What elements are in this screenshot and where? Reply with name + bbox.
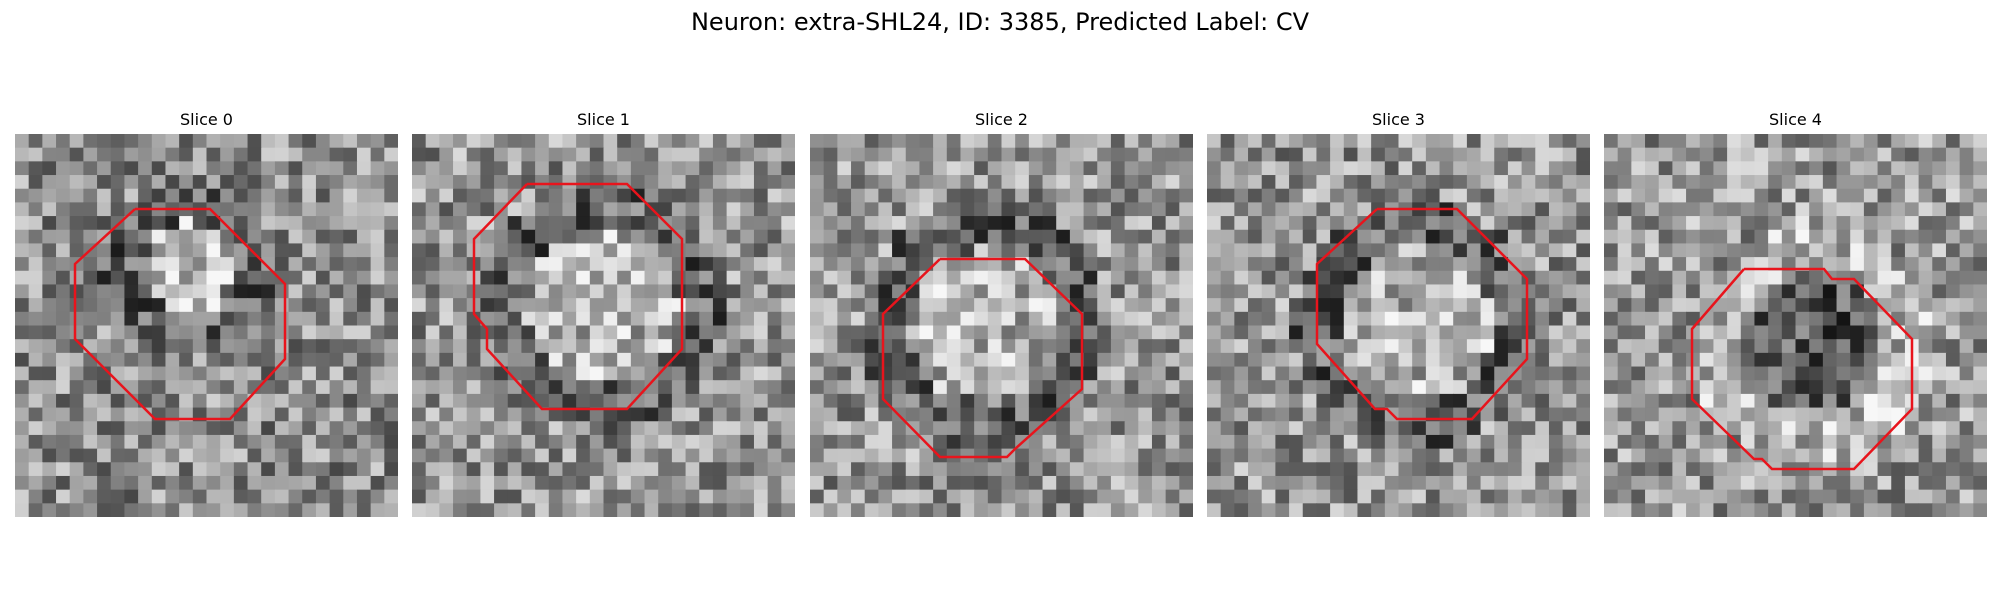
slice-panel-0: Slice 0 — [15, 110, 398, 517]
slice-title: Slice 0 — [180, 110, 233, 129]
slice-panel-3: Slice 3 — [1207, 110, 1590, 517]
slice-title: Slice 1 — [577, 110, 630, 129]
slice-image — [1207, 134, 1590, 517]
slice-image — [1604, 134, 1987, 517]
slice-panel-1: Slice 1 — [412, 110, 795, 517]
contour-outline — [73, 207, 287, 421]
slice-image — [15, 134, 398, 517]
contour-outline — [472, 182, 684, 411]
slice-panel-4: Slice 4 — [1604, 110, 1987, 517]
contour-outline — [1315, 207, 1529, 421]
slice-title: Slice 3 — [1372, 110, 1425, 129]
slice-image — [412, 134, 795, 517]
slice-panel-2: Slice 2 — [810, 110, 1193, 517]
slice-title: Slice 2 — [975, 110, 1028, 129]
slice-image — [810, 134, 1193, 517]
contour-outline — [881, 257, 1084, 459]
figure-title: Neuron: extra-SHL24, ID: 3385, Predicted… — [690, 8, 1310, 36]
slice-title: Slice 4 — [1769, 110, 1822, 129]
contour-outline — [1690, 267, 1914, 471]
